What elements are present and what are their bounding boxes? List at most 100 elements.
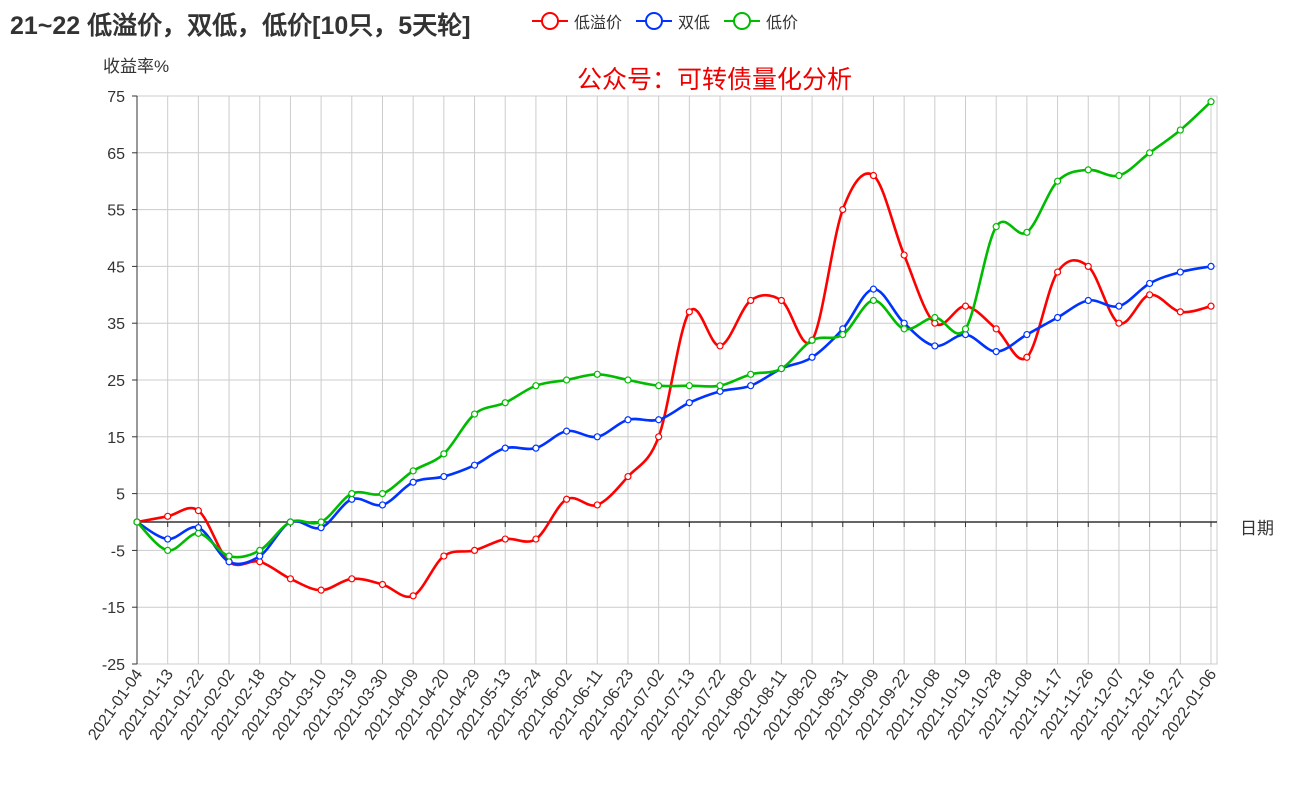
data-point-3[interactable] <box>777 365 786 373</box>
data-point-1[interactable] <box>501 535 509 543</box>
data-point-1[interactable] <box>777 296 786 305</box>
data-point-2[interactable] <box>1115 302 1123 310</box>
data-point-1[interactable] <box>440 552 448 560</box>
y-tick-label: 55 <box>107 203 125 220</box>
data-point-3[interactable] <box>440 450 448 458</box>
y-tick-label: 45 <box>107 259 125 276</box>
data-point-3[interactable] <box>1176 126 1184 134</box>
data-point-3[interactable] <box>225 552 233 560</box>
data-point-1[interactable] <box>378 580 387 589</box>
data-point-1[interactable] <box>562 495 571 503</box>
data-point-2[interactable] <box>562 427 571 435</box>
data-point-1[interactable] <box>1023 353 1031 361</box>
data-point-2[interactable] <box>1176 268 1184 276</box>
legend-item-low-premium[interactable]: 低溢价 <box>532 9 622 33</box>
data-point-3[interactable] <box>1115 171 1123 180</box>
data-point-3[interactable] <box>501 399 509 407</box>
data-point-3[interactable] <box>931 313 939 322</box>
data-point-2[interactable] <box>685 399 693 407</box>
data-point-3[interactable] <box>624 376 632 384</box>
data-point-3[interactable] <box>1146 149 1154 157</box>
data-point-2[interactable] <box>808 353 816 361</box>
data-point-2[interactable] <box>869 285 878 293</box>
data-point-3[interactable] <box>317 518 325 526</box>
data-point-3[interactable] <box>869 296 878 305</box>
data-point-1[interactable] <box>685 308 693 316</box>
data-point-2[interactable] <box>747 382 755 390</box>
legend-label: 低溢价 <box>574 15 623 32</box>
data-point-3[interactable] <box>716 382 724 390</box>
data-point-3[interactable] <box>470 410 479 418</box>
data-point-2[interactable] <box>1053 313 1062 322</box>
data-point-1[interactable] <box>1146 291 1154 299</box>
data-point-2[interactable] <box>624 416 632 424</box>
data-point-3[interactable] <box>1084 166 1092 174</box>
data-point-3[interactable] <box>655 382 663 390</box>
data-point-1[interactable] <box>317 586 325 594</box>
data-point-2[interactable] <box>440 472 448 481</box>
data-point-1[interactable] <box>900 251 908 259</box>
data-point-2[interactable] <box>501 444 509 452</box>
data-point-3[interactable] <box>256 546 264 555</box>
data-point-2[interactable] <box>1023 330 1031 339</box>
data-point-3[interactable] <box>133 518 141 526</box>
data-point-3[interactable] <box>685 382 693 390</box>
data-point-2[interactable] <box>593 433 601 441</box>
data-point-1[interactable] <box>839 206 847 214</box>
data-point-1[interactable] <box>409 592 417 600</box>
data-point-2[interactable] <box>1146 279 1154 288</box>
data-point-3[interactable] <box>900 325 908 333</box>
data-point-1[interactable] <box>194 507 202 515</box>
data-point-1[interactable] <box>1053 268 1062 276</box>
data-point-1[interactable] <box>1084 262 1092 270</box>
data-point-3[interactable] <box>1207 98 1215 106</box>
data-point-3[interactable] <box>747 370 755 378</box>
data-point-3[interactable] <box>532 382 540 390</box>
data-point-2[interactable] <box>532 444 540 452</box>
data-point-3[interactable] <box>1023 228 1031 236</box>
data-point-1[interactable] <box>961 302 970 310</box>
data-point-3[interactable] <box>992 223 1000 231</box>
watermark-text: 公众号：可转债量化分析 <box>577 66 853 94</box>
data-point-3[interactable] <box>378 490 387 498</box>
data-point-1[interactable] <box>869 171 878 180</box>
data-point-2[interactable] <box>931 342 939 350</box>
y-tick-label: -5 <box>111 543 125 560</box>
data-point-1[interactable] <box>655 433 663 441</box>
data-point-1[interactable] <box>716 342 724 350</box>
data-point-1[interactable] <box>747 296 755 305</box>
data-point-3[interactable] <box>1053 177 1062 185</box>
data-point-1[interactable] <box>624 472 632 481</box>
data-point-3[interactable] <box>194 529 202 537</box>
legend-item-low-price[interactable]: 低价 <box>724 9 798 33</box>
data-point-2[interactable] <box>378 501 387 509</box>
data-point-1[interactable] <box>1115 319 1123 327</box>
data-point-2[interactable] <box>1207 262 1215 270</box>
data-point-3[interactable] <box>409 467 417 475</box>
data-point-1[interactable] <box>1207 302 1215 310</box>
data-point-3[interactable] <box>164 546 172 555</box>
data-point-3[interactable] <box>961 325 970 333</box>
data-point-1[interactable] <box>1176 308 1184 316</box>
data-point-2[interactable] <box>470 461 479 469</box>
data-point-2[interactable] <box>409 478 417 486</box>
data-point-1[interactable] <box>348 575 356 583</box>
data-point-3[interactable] <box>593 370 601 378</box>
data-point-2[interactable] <box>655 416 663 424</box>
data-point-1[interactable] <box>532 535 540 543</box>
data-point-2[interactable] <box>1084 296 1092 305</box>
data-point-1[interactable] <box>470 546 479 555</box>
data-point-3[interactable] <box>839 330 847 339</box>
x-axis-label: 日期 <box>1240 519 1274 538</box>
data-point-2[interactable] <box>164 535 172 543</box>
data-point-3[interactable] <box>808 336 816 344</box>
data-point-2[interactable] <box>992 348 1000 356</box>
data-point-1[interactable] <box>286 575 295 583</box>
data-point-3[interactable] <box>562 376 571 384</box>
legend-item-double-low[interactable]: 双低 <box>636 9 710 33</box>
data-point-1[interactable] <box>593 501 601 509</box>
data-point-3[interactable] <box>348 490 356 498</box>
data-point-1[interactable] <box>164 512 172 520</box>
data-point-1[interactable] <box>992 325 1000 333</box>
data-point-3[interactable] <box>286 518 295 526</box>
